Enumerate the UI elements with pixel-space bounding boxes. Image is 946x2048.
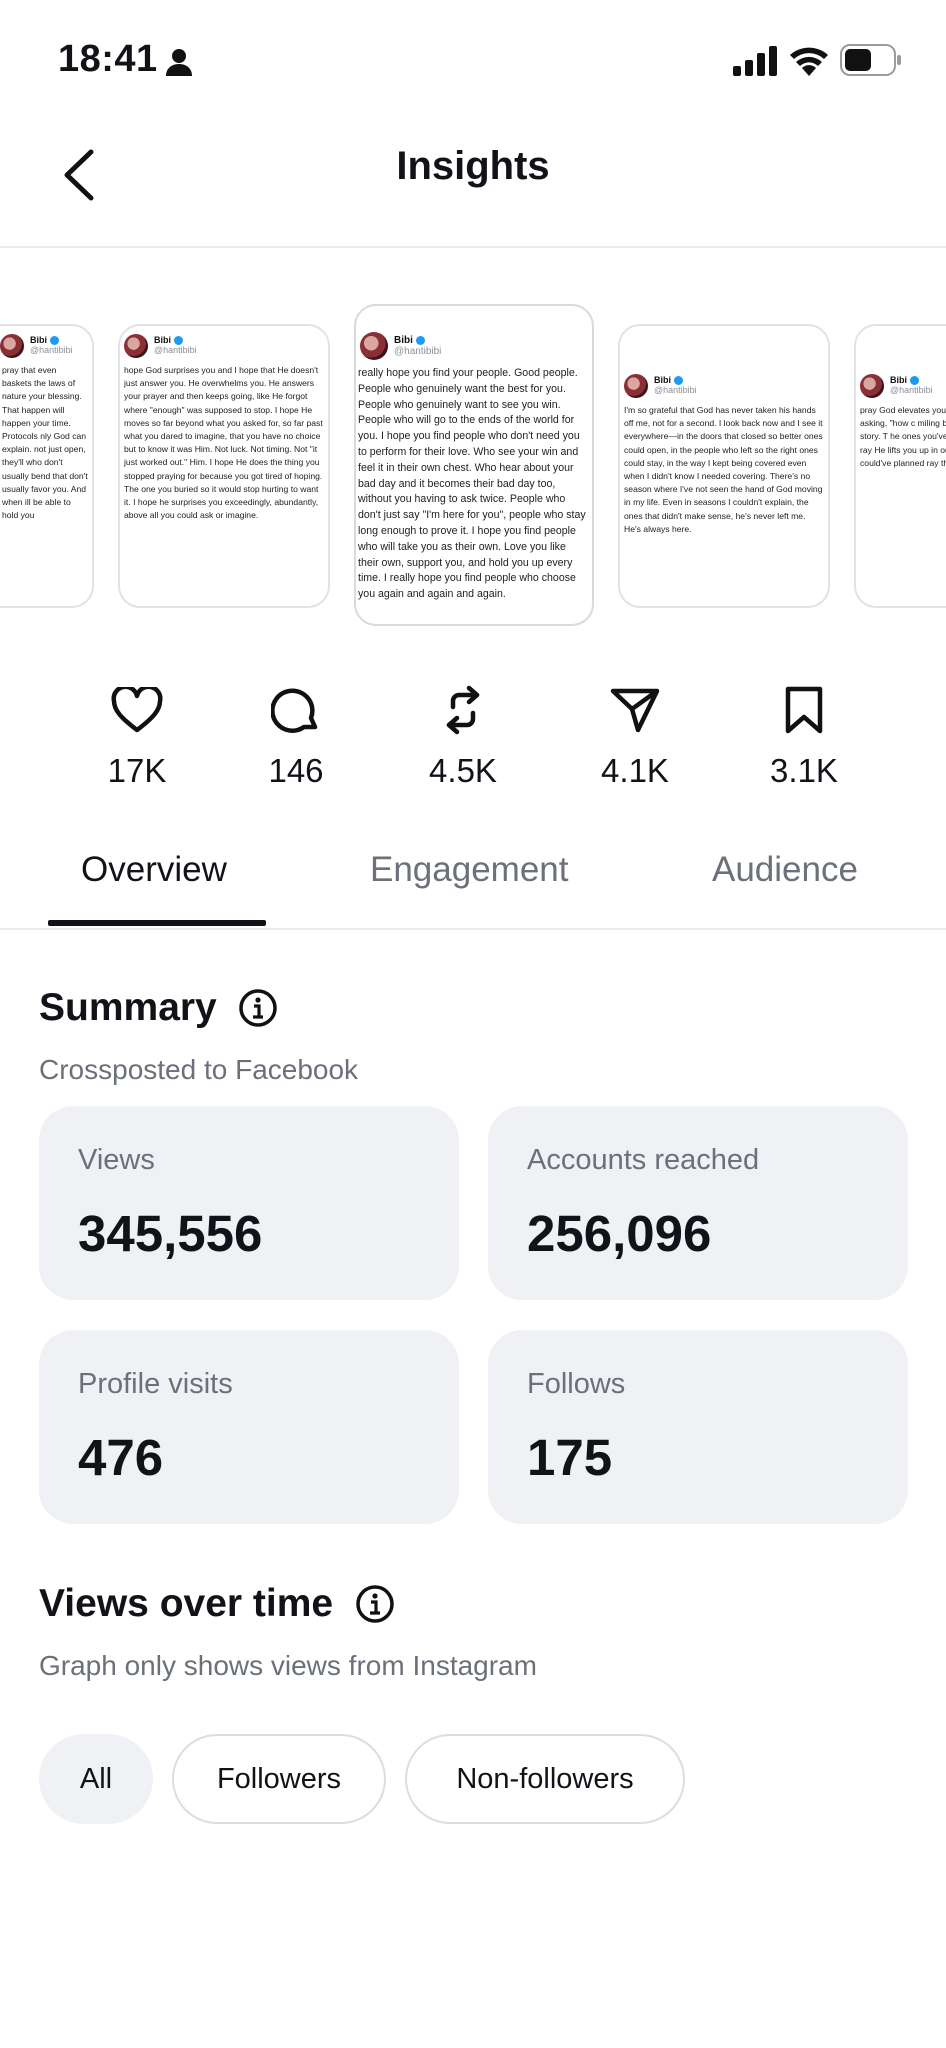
chevron-left-icon	[64, 149, 94, 201]
back-button[interactable]	[48, 142, 108, 208]
post-card-selected[interactable]: Bibi @hantibibi really hope you find you…	[354, 304, 594, 626]
post-author-name: Bibi	[394, 335, 413, 346]
post-text: I'm so grateful that God has never taken…	[624, 405, 823, 534]
nav-bar: Insights	[0, 120, 946, 248]
post-card[interactable]: Bibi @hantibibi hope God surprises you a…	[118, 324, 330, 608]
repost-icon	[403, 682, 523, 738]
accounts-reached-value: 256,096	[527, 1205, 712, 1262]
verified-badge-icon	[50, 336, 59, 346]
avatar	[860, 374, 884, 398]
comment-bubble-icon	[236, 682, 356, 738]
post-handle: @hantibibi	[394, 346, 442, 357]
saves-metric[interactable]: 3.1K	[744, 682, 864, 790]
accounts-reached-stat-card[interactable]: Accounts reached 256,096	[488, 1106, 908, 1300]
views-over-time-title: Views over time	[39, 1582, 334, 1625]
post-handle: @hantibibi	[654, 385, 697, 395]
views-value: 345,556	[78, 1205, 263, 1262]
engagement-metrics: 17K 146 4.5K 4.1K 3.1K	[0, 682, 946, 802]
reposts-metric[interactable]: 4.5K	[403, 682, 523, 790]
verified-badge-icon	[674, 376, 683, 386]
wifi-icon	[788, 42, 830, 81]
views-stat-card[interactable]: Views 345,556	[39, 1106, 459, 1300]
profile-visits-stat-card[interactable]: Profile visits 476	[39, 1330, 459, 1524]
post-handle: @hantibibi	[890, 385, 933, 395]
send-icon	[575, 682, 695, 738]
avatar	[0, 334, 24, 358]
page-title: Insights	[396, 144, 550, 188]
follows-stat-card[interactable]: Follows 175	[488, 1330, 908, 1524]
views-over-time-info-icon[interactable]	[355, 1584, 395, 1629]
post-text: pray that even baskets the laws of natur…	[2, 365, 88, 521]
reposts-count: 4.5K	[429, 752, 497, 789]
post-text: hope God surprises you and I hope that H…	[124, 365, 323, 521]
person-icon	[166, 48, 192, 81]
post-author-name: Bibi	[30, 335, 47, 346]
summary-info-icon[interactable]	[238, 988, 278, 1033]
post-author-name: Bibi	[890, 375, 907, 386]
profile-visits-value: 476	[78, 1429, 164, 1486]
accounts-reached-label: Accounts reached	[527, 1144, 760, 1176]
verified-badge-icon	[415, 335, 425, 345]
post-card[interactable]: Bibi @hantibibi pray that even baskets t…	[0, 324, 94, 608]
filter-chip-all[interactable]: All	[39, 1734, 153, 1824]
post-handle: @hantibibi	[30, 345, 73, 355]
shares-count: 4.1K	[601, 752, 669, 789]
avatar	[124, 334, 148, 358]
comments-metric[interactable]: 146	[236, 682, 356, 790]
active-tab-indicator	[48, 920, 266, 926]
status-bar: 18:41	[0, 0, 946, 120]
follows-value: 175	[527, 1429, 613, 1486]
cellular-signal-icon	[733, 46, 777, 81]
post-handle: @hantibibi	[154, 345, 197, 355]
views-over-time-subtitle: Graph only shows views from Instagram	[39, 1650, 537, 1681]
views-label: Views	[78, 1144, 155, 1176]
post-author-name: Bibi	[654, 375, 671, 386]
post-author-name: Bibi	[154, 335, 171, 346]
post-text: really hope you find your people. Good p…	[358, 367, 586, 601]
tab-audience[interactable]: Audience	[712, 850, 858, 889]
status-time: 18:41	[58, 38, 158, 80]
summary-subtitle: Crossposted to Facebook	[39, 1054, 359, 1085]
tab-engagement[interactable]: Engagement	[370, 850, 569, 889]
likes-count: 17K	[107, 752, 167, 789]
post-carousel[interactable]: Bibi @hantibibi pray that even baskets t…	[0, 300, 946, 640]
tab-overview[interactable]: Overview	[81, 850, 227, 889]
bookmark-icon	[744, 682, 864, 738]
post-card[interactable]: Bibi @hantibibi pray God elevates you th…	[854, 324, 946, 608]
avatar	[624, 374, 648, 398]
avatar	[360, 332, 388, 360]
follows-label: Follows	[527, 1368, 626, 1400]
summary-title: Summary	[39, 986, 217, 1029]
post-card[interactable]: Bibi @hantibibi I'm so grateful that God…	[618, 324, 830, 608]
likes-metric[interactable]: 17K	[77, 682, 197, 790]
filter-chip-non-followers[interactable]: Non-followers	[405, 1734, 685, 1824]
verified-badge-icon	[910, 376, 919, 386]
filter-chip-followers[interactable]: Followers	[172, 1734, 386, 1824]
profile-visits-label: Profile visits	[78, 1368, 233, 1400]
battery-icon	[840, 44, 902, 81]
shares-metric[interactable]: 4.1K	[575, 682, 695, 790]
insights-tabs: Overview Engagement Audience	[0, 830, 946, 930]
saves-count: 3.1K	[770, 752, 838, 789]
verified-badge-icon	[174, 336, 183, 346]
heart-icon	[77, 682, 197, 738]
comments-count: 146	[268, 752, 324, 789]
